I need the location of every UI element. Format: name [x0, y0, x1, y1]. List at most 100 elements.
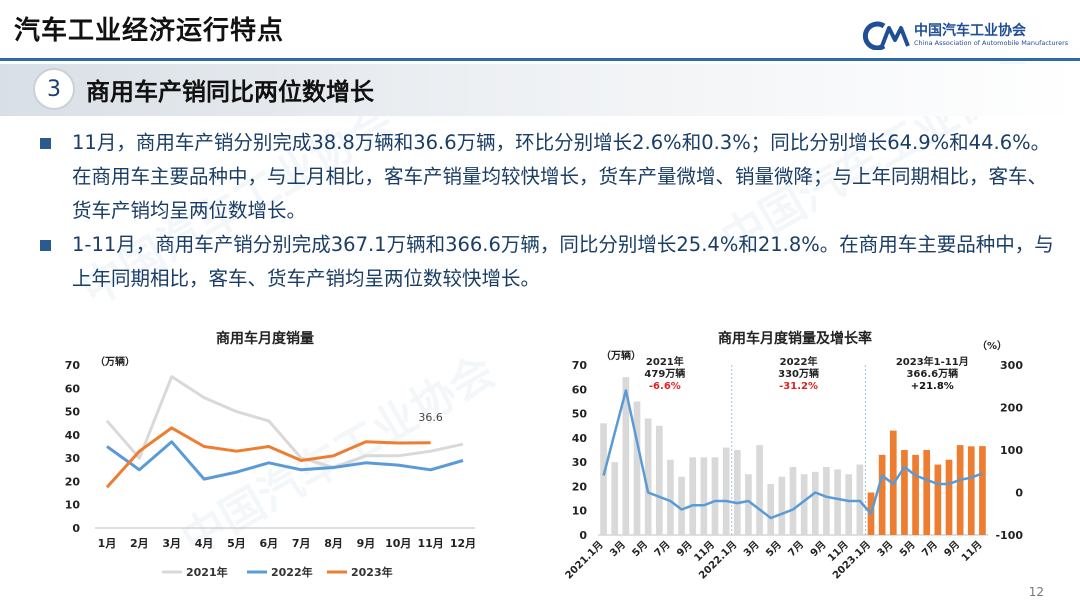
- slide-header: 汽车工业经济运行特点 中国汽车工业协会 China Association of…: [0, 0, 1080, 58]
- bar-monthly-sales: [756, 445, 763, 535]
- bar-monthly-sales: [823, 467, 830, 535]
- monthly-sales-line-chart: 商用车月度销量 （万辆） 0 10 20 30 40 50 60 70 1月 2月 3月 4月 5月 6月 7月…: [50, 325, 490, 590]
- header-divider: [0, 58, 1080, 61]
- monthly-sales-line-chart-svg: 商用车月度销量 （万辆） 0 10 20 30 40 50 60 70 1月 2月 3月 4月 5月 6月 7月…: [65, 330, 476, 579]
- period-note-label: 2022年: [780, 355, 818, 368]
- bar-monthly-sales: [633, 401, 641, 535]
- bar-monthly-sales: [600, 423, 607, 535]
- legend-label: 2023年: [351, 565, 393, 579]
- series-line-2022年: [106, 440, 464, 481]
- period-note-label: 2023年1-11月: [896, 355, 969, 368]
- period-note-total: 366.6万辆: [906, 367, 958, 380]
- section-title: 商用车产销同比两位数增长: [86, 78, 374, 106]
- x-tick-label: 3月: [608, 539, 628, 559]
- period-note-total: 479万辆: [644, 367, 685, 380]
- x-tick-label: 7月: [920, 539, 940, 559]
- logo-name-en: China Association of Automobile Manufact…: [914, 39, 1069, 47]
- y-tick-label-right: 0: [1015, 487, 1023, 500]
- monthly-sales-growth-chart: 商用车月度销量及增长率 （万辆） （%） 0 10 20 30 40 50 60 70 -100 0 10…: [555, 325, 1035, 590]
- x-tick-label: 4月: [195, 537, 214, 550]
- caam-logo: 中国汽车工业协会 China Association of Automobile…: [862, 18, 1068, 54]
- x-tick-label: 10月: [385, 537, 411, 550]
- y-tick-label: 70: [65, 359, 81, 372]
- y-tick-label: 60: [65, 382, 81, 395]
- chart-title: 商用车月度销量及增长率: [718, 330, 872, 347]
- y-tick-label-left: 0: [579, 529, 587, 542]
- x-tick-label: 5月: [227, 537, 246, 550]
- x-tick-label: 7月: [292, 537, 311, 550]
- x-tick-label: 2月: [130, 537, 149, 550]
- x-tick-label: 3月: [875, 539, 895, 559]
- y-tick-label-left: 50: [572, 408, 588, 421]
- page-title: 汽车工业经济运行特点: [14, 16, 285, 46]
- x-tick-label: 5月: [630, 539, 650, 559]
- period-note-label: 2021年: [646, 355, 684, 368]
- bar-monthly-sales: [979, 446, 986, 535]
- bar-monthly-sales: [700, 457, 708, 535]
- x-tick-label: 6月: [259, 537, 278, 550]
- bar-monthly-sales: [655, 425, 663, 535]
- bar-monthly-sales: [934, 464, 942, 535]
- bullet-item: 1-11月，商用车产销分别完成367.1万辆和366.6万辆，同比分别增长25.…: [40, 228, 1055, 296]
- bar-monthly-sales: [745, 474, 752, 535]
- bar-monthly-sales: [901, 450, 908, 535]
- y-tick-label-left: 60: [572, 383, 588, 396]
- x-tick-label: 11月: [959, 539, 984, 564]
- bar-monthly-sales: [667, 459, 674, 535]
- x-tick-label: 3月: [162, 537, 181, 550]
- y-tick-label: 0: [72, 522, 80, 535]
- period-note-change: -6.6%: [649, 381, 681, 392]
- bullet-item: 11月，商用车产销分别完成38.8万辆和36.6万辆，环比分别增长2.6%和0.…: [40, 126, 1055, 228]
- x-tick-label: 5月: [764, 539, 784, 559]
- section-number-badge: 3: [33, 68, 75, 110]
- y-tick-label: 40: [65, 429, 81, 442]
- series-line-2023年: [105, 426, 431, 489]
- y-tick-label-left: 30: [572, 456, 588, 469]
- x-tick-label: 1月: [98, 537, 117, 550]
- bar-monthly-sales: [644, 418, 652, 535]
- y-axis-unit-label: （万辆）: [95, 355, 135, 368]
- bar-monthly-sales: [800, 474, 808, 535]
- square-bullet-icon: [40, 240, 51, 251]
- y-tick-label-right: 200: [1000, 402, 1023, 415]
- period-note-total: 330万辆: [778, 367, 819, 380]
- y-tick-label: 30: [65, 452, 81, 465]
- y-tick-label: 10: [65, 499, 81, 512]
- bar-monthly-sales: [778, 476, 786, 535]
- bullet-text: 1-11月，商用车产销分别完成367.1万辆和366.6万辆，同比分别增长25.…: [72, 233, 1054, 290]
- bar-monthly-sales: [923, 450, 931, 535]
- x-tick-label: 5月: [897, 539, 917, 559]
- bar-monthly-sales: [811, 471, 819, 535]
- caam-logo-icon: [862, 21, 910, 50]
- bar-monthly-sales: [767, 484, 775, 535]
- section-banner: [0, 64, 1080, 116]
- period-note-change: +21.8%: [911, 381, 954, 392]
- bar-monthly-sales: [678, 476, 685, 535]
- legend-label: 2022年: [271, 565, 313, 579]
- x-tick-label: 9月: [357, 537, 376, 550]
- bullet-text: 11月，商用车产销分别完成38.8万辆和36.6万辆，环比分别增长2.6%和0.…: [72, 131, 1051, 222]
- bar-monthly-sales: [611, 462, 619, 535]
- y-axis-unit-label-left: （万辆）: [601, 349, 641, 362]
- x-tick-label: 11月: [417, 537, 443, 550]
- x-tick-label: 8月: [324, 537, 343, 550]
- bar-monthly-sales: [622, 377, 630, 535]
- bar-monthly-sales: [834, 469, 841, 535]
- y-tick-label-left: 40: [572, 432, 588, 445]
- bar-monthly-sales: [789, 467, 797, 535]
- y-tick-label-right: -100: [995, 529, 1023, 542]
- period-note-change: -31.2%: [779, 381, 818, 392]
- logo-name-cn: 中国汽车工业协会: [914, 23, 1026, 39]
- y-tick-label-left: 10: [572, 505, 588, 518]
- data-label: 36.6: [418, 411, 443, 424]
- y-tick-label-left: 20: [572, 480, 588, 493]
- chart-title: 商用车月度销量: [216, 330, 314, 347]
- bullet-list: 11月，商用车产销分别完成38.8万辆和36.6万辆，环比分别增长2.6%和0.…: [40, 126, 1055, 296]
- bar-monthly-sales: [912, 454, 919, 535]
- x-tick-label: 7月: [786, 539, 806, 559]
- x-tick-label: 7月: [652, 539, 672, 559]
- y-tick-label-right: 100: [1000, 444, 1023, 457]
- bar-monthly-sales: [845, 474, 853, 535]
- y-tick-label: 50: [65, 406, 81, 419]
- page-number: 12: [1028, 585, 1044, 599]
